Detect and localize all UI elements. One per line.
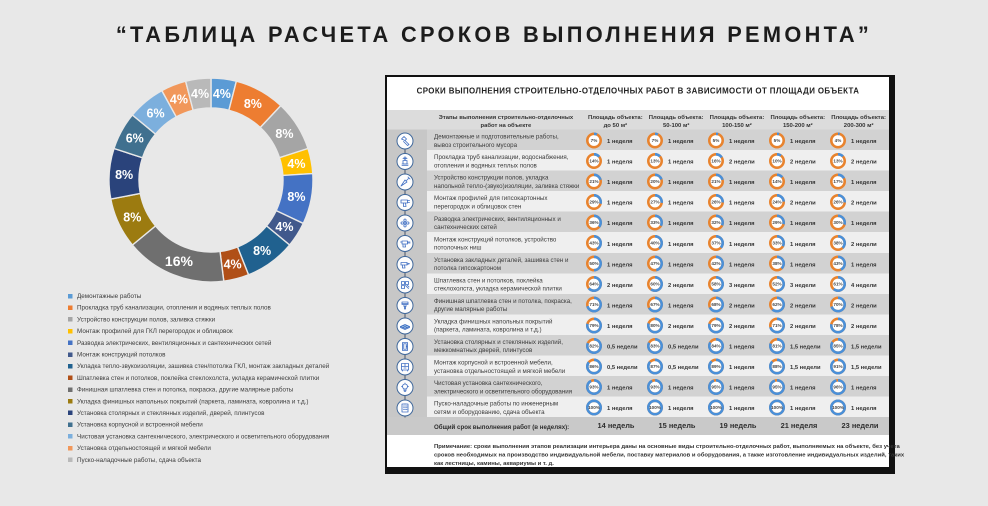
svg-text:8%: 8% <box>115 168 133 182</box>
svg-text:8%: 8% <box>287 190 305 204</box>
svg-text:8%: 8% <box>275 127 293 141</box>
svg-text:4%: 4% <box>170 93 188 107</box>
svg-text:4%: 4% <box>213 87 231 101</box>
svg-text:4%: 4% <box>287 157 305 171</box>
svg-text:6%: 6% <box>126 132 144 146</box>
svg-text:4%: 4% <box>191 87 209 101</box>
svg-text:8%: 8% <box>244 97 262 111</box>
svg-text:16%: 16% <box>165 253 194 269</box>
svg-text:8%: 8% <box>123 210 141 224</box>
svg-text:8%: 8% <box>253 244 271 258</box>
svg-text:6%: 6% <box>147 106 165 120</box>
svg-text:4%: 4% <box>224 258 242 272</box>
svg-text:4%: 4% <box>275 220 293 234</box>
